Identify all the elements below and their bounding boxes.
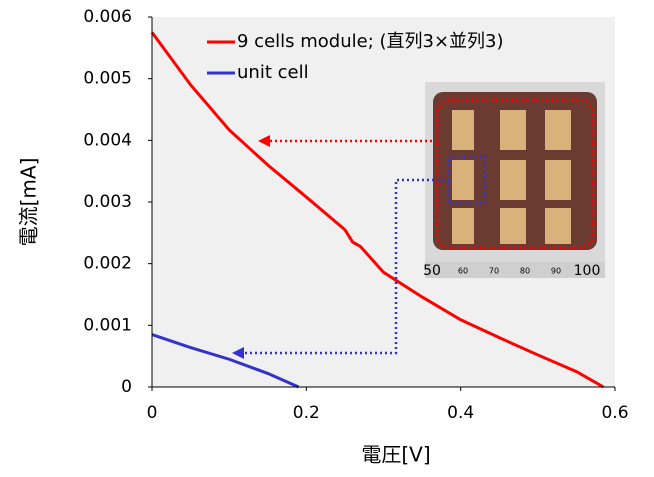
chart: 50 60 70 80 90 100 電圧[V] 電流[mA] 0 0.001 0.002 0.…	[0, 0, 654, 473]
y-tick-label: 0.002	[83, 254, 132, 274]
ruler-label: 80	[520, 267, 530, 276]
y-tick-label: 0.005	[83, 69, 132, 89]
x-tick-label: 0.2	[293, 403, 320, 423]
legend-label: unit cell	[237, 62, 309, 83]
y-tick-label: 0.003	[83, 192, 132, 212]
ruler-label: 70	[489, 267, 499, 276]
ruler-label: 50	[423, 263, 441, 279]
x-axis-label: 電圧[V]	[361, 443, 430, 467]
inset-photo: 50 60 70 80 90 100	[423, 82, 605, 279]
photo-cells	[452, 110, 571, 244]
x-tick-label: 0.6	[601, 403, 628, 423]
y-tick-label: 0.006	[83, 7, 132, 27]
x-tick-label: 0	[147, 403, 158, 423]
x-tick-label: 0.4	[447, 403, 474, 423]
ruler-label: 90	[551, 267, 561, 276]
ruler-label: 60	[458, 267, 468, 276]
y-tick-label: 0	[121, 377, 132, 397]
y-tick-label: 0.001	[83, 315, 132, 335]
ruler-label: 100	[574, 263, 601, 279]
y-axis-label: 電流[mA]	[17, 158, 41, 247]
y-tick-label: 0.004	[83, 130, 132, 150]
legend-label: 9 cells module; (直列3×並列3)	[237, 31, 504, 52]
